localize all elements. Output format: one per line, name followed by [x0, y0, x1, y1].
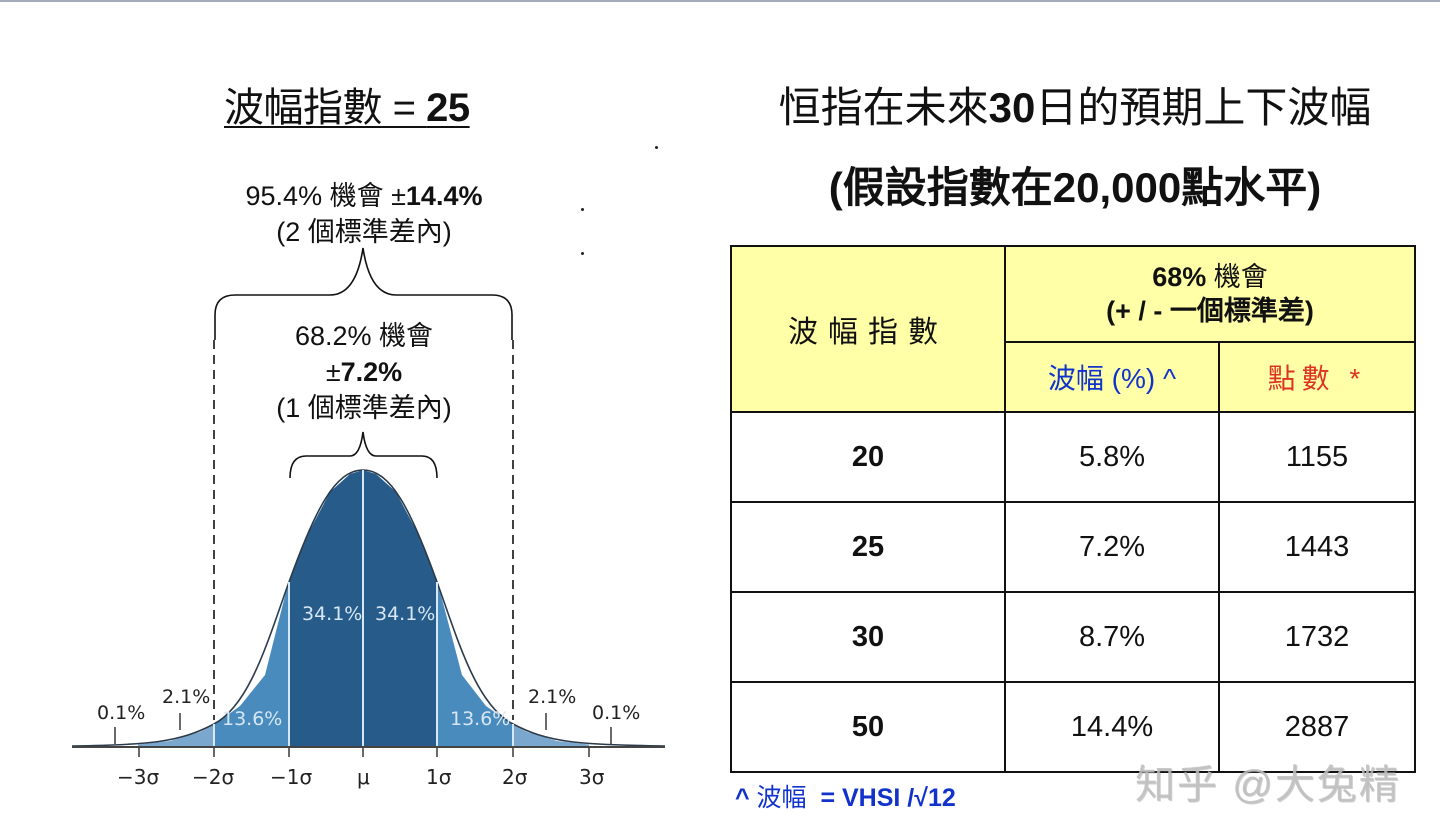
label-1sd-line1: 68.2% 機會 [294, 321, 434, 351]
top-border [0, 0, 1440, 2]
label-2sd-prefix: 95.4% 機會 ± [245, 181, 406, 211]
brace-1sd [289, 431, 438, 479]
header-points: 點數 * [1218, 341, 1416, 413]
table-row: 30 8.7% 1732 [730, 591, 1416, 683]
volatility-table: 波幅指數 68% 機會 (+ / - 一個標準差) 波幅 (%) ^ 點數 * … [730, 245, 1416, 773]
region-label-plus1: 34.1% [375, 603, 436, 625]
cell-index: 20 [730, 411, 1006, 503]
label-1sd-value: 7.2% [340, 357, 403, 387]
brace-2sd [214, 247, 513, 340]
label-1sd-note: (1 個標準差內) [276, 393, 452, 423]
stray-dot [581, 208, 584, 211]
cell-index: 25 [730, 501, 1006, 593]
region-label-minus2: 13.6% [222, 708, 283, 730]
x-tick-plus1: 1σ [426, 765, 452, 789]
normal-distribution-chart [71, 247, 666, 757]
x-tick-minus1: −1σ [270, 765, 313, 789]
region-label-plus2: 13.6% [450, 708, 511, 730]
region-label-tail-right: 0.1% [592, 702, 641, 724]
cell-points: 1732 [1218, 591, 1416, 683]
watermark: 知乎 @大兔精 [1135, 763, 1401, 807]
header-volatility-pct: 波幅 (%) ^ [1004, 341, 1220, 413]
region-label-plus3: 2.1% [528, 686, 577, 708]
cell-points: 2887 [1218, 681, 1416, 773]
right-title-line2: (假設指數在20,000點水平) [740, 162, 1410, 214]
title1-part-b: 30 [988, 84, 1036, 131]
title2-part-b: 20,000 [1052, 164, 1182, 211]
cell-points: 1443 [1218, 501, 1416, 593]
table-row: 25 7.2% 1443 [730, 501, 1416, 593]
footnote-cn: 波幅 [756, 784, 807, 812]
table-row: 50 14.4% 2887 [730, 681, 1416, 773]
title2-part-c: 點水平) [1181, 164, 1322, 211]
label-2sd-note: (2 個標準差內) [276, 217, 452, 247]
stray-dot [581, 252, 584, 255]
cell-index: 50 [730, 681, 1006, 773]
footnote-prefix: ^ [735, 784, 757, 812]
x-tick-minus3: −3σ [117, 765, 160, 789]
cell-pct: 14.4% [1004, 681, 1220, 773]
region-label-minus1: 34.1% [302, 603, 363, 625]
x-tick-minus2: −2σ [192, 765, 235, 789]
header-group-note: (+ / - 一個標準差) [1106, 296, 1314, 326]
cell-index: 30 [730, 591, 1006, 683]
x-tick-plus2: 2σ [502, 765, 528, 789]
label-1sd: 68.2% 機會 ±7.2% (1 個標準差內) [214, 318, 514, 426]
cell-pct: 8.7% [1004, 591, 1220, 683]
stray-dot [655, 146, 658, 149]
x-tick-mu: μ [357, 765, 370, 789]
title2-part-a: (假設指數在 [828, 164, 1053, 211]
footnote: ^ 波幅 = VHSI /√12 [735, 778, 956, 814]
footnote-formula: = VHSI /√12 [806, 784, 956, 812]
label-2sd: 95.4% 機會 ±14.4% (2 個標準差內) [214, 178, 514, 250]
right-title-line1: 恒指在未來30日的預期上下波幅 [740, 82, 1410, 134]
left-title-value: 25 [426, 86, 470, 130]
region-label-tail-left: 0.1% [97, 702, 146, 724]
x-tick-plus3: 3σ [579, 765, 605, 789]
cell-pct: 7.2% [1004, 501, 1220, 593]
header-volatility-index: 波幅指數 [730, 245, 1006, 413]
cell-pct: 5.8% [1004, 411, 1220, 503]
left-title-label: 波幅指數 = [224, 86, 416, 130]
left-title: 波幅指數 = 25 [224, 84, 470, 132]
table-row: 20 5.8% 1155 [730, 411, 1416, 503]
header-68pct-group: 68% 機會 (+ / - 一個標準差) [1004, 245, 1416, 343]
cell-points: 1155 [1218, 411, 1416, 503]
title1-part-a: 恒指在未來 [778, 84, 989, 131]
header-group-bold: 68% [1152, 262, 1207, 292]
header-group-text: 機會 [1206, 262, 1268, 292]
region-label-minus3: 2.1% [162, 686, 211, 708]
label-2sd-value: 14.4% [405, 181, 483, 211]
title1-part-c: 日的預期上下波幅 [1035, 84, 1372, 131]
label-1sd-prefix: ± [325, 357, 341, 387]
